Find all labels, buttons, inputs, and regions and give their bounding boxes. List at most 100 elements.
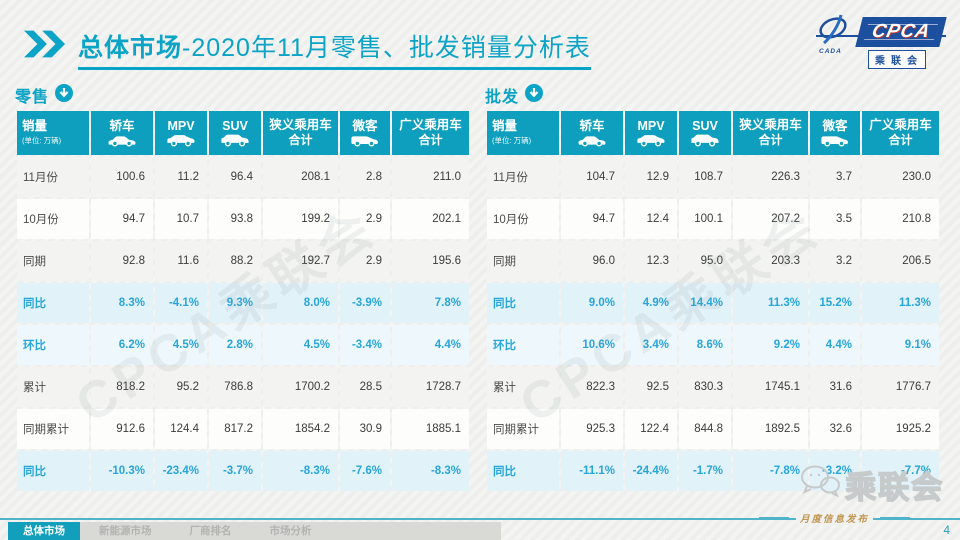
- association-text: 乘联会: [868, 50, 926, 69]
- data-cell: 8.3%: [91, 283, 153, 323]
- table-row: 11月份 100.6 11.2 96.4 208.1 2.8 211.0: [17, 157, 469, 197]
- row-label: 同比: [487, 283, 559, 323]
- data-cell: -8.3%: [263, 451, 338, 491]
- data-cell: 14.4%: [679, 283, 731, 323]
- data-cell: 3.2: [810, 241, 860, 281]
- data-cell: -7.8%: [733, 451, 808, 491]
- table-row: 同期 92.8 11.6 88.2 192.7 2.9 195.6: [17, 241, 469, 281]
- data-cell: 6.2%: [91, 325, 153, 365]
- data-cell: 30.9: [340, 409, 390, 449]
- data-cell: 8.0%: [263, 283, 338, 323]
- data-cell: 1892.5: [733, 409, 808, 449]
- footer-divider: [0, 518, 960, 520]
- data-cell: 9.3%: [209, 283, 261, 323]
- data-cell: 4.9%: [625, 283, 677, 323]
- nav-tab-analysis[interactable]: 市场分析: [269, 525, 312, 537]
- data-cell: 4.5%: [263, 325, 338, 365]
- data-cell: 9.1%: [862, 325, 939, 365]
- suv-icon: [679, 134, 731, 147]
- data-cell: 88.2: [209, 241, 261, 281]
- data-cell: 95.0: [679, 241, 731, 281]
- data-cell: 1700.2: [263, 367, 338, 407]
- table-row: 同比 9.0% 4.9% 14.4% 11.3% 15.2% 11.3%: [487, 283, 939, 323]
- row-label: 同期: [487, 241, 559, 281]
- wholesale-table: 销量 (单位: 万辆) 轿车 MPV SUV 狭义乘用车 合计 微客 广义乘用车 合计 11月份 10…: [485, 109, 941, 493]
- cpca-logo: CADA CPCA 乘联会: [816, 12, 946, 69]
- data-cell: -24.4%: [625, 451, 677, 491]
- table-row: 同期 96.0 12.3 95.0 203.3 3.2 206.5: [487, 241, 939, 281]
- bottom-nav: 总体市场 新能源市场 厂商排名 市场分析: [8, 522, 501, 540]
- data-cell: 3.4%: [625, 325, 677, 365]
- data-cell: 1925.2: [862, 409, 939, 449]
- data-cell: 10.7: [155, 199, 207, 239]
- data-cell: 104.7: [561, 157, 623, 197]
- down-arrow-icon: [525, 83, 544, 107]
- data-cell: -7.7%: [862, 451, 939, 491]
- row-label: 同比: [17, 451, 89, 491]
- table-row: 同期累计 912.6 124.4 817.2 1854.2 30.9 1885.1: [17, 409, 469, 449]
- nav-tab-nev[interactable]: 新能源市场: [99, 525, 152, 537]
- data-cell: 2.8: [340, 157, 390, 197]
- data-cell: 96.0: [561, 241, 623, 281]
- van-icon: [810, 134, 860, 147]
- data-cell: 844.8: [679, 409, 731, 449]
- nav-tab-ranking[interactable]: 厂商排名: [189, 525, 232, 537]
- data-cell: 822.3: [561, 367, 623, 407]
- logo-swoosh-label: CADA: [819, 48, 842, 55]
- header-row: 销量 (单位: 万辆) 轿车 MPV SUV 狭义乘用车 合计 微客 广义乘用车 合计: [17, 111, 469, 155]
- page-number: 4: [943, 523, 950, 537]
- table-row: 10月份 94.7 10.7 93.8 199.2 2.9 202.1: [17, 199, 469, 239]
- slide-title-row: 总体市场-2020年11月零售、批发销量分析表: [24, 28, 591, 70]
- data-cell: 11.6: [155, 241, 207, 281]
- data-cell: -8.3%: [392, 451, 469, 491]
- dash-right: [880, 517, 910, 519]
- table-row: 同期累计 925.3 122.4 844.8 1892.5 32.6 1925.2: [487, 409, 939, 449]
- data-cell: 32.6: [810, 409, 860, 449]
- release-label-row: 月度信息发布: [758, 511, 910, 525]
- column-header-narrow: 狭义乘用车 合计: [263, 111, 338, 155]
- row-label: 10月份: [17, 199, 89, 239]
- data-cell: 31.6: [810, 367, 860, 407]
- row-label: 11月份: [487, 157, 559, 197]
- data-cell: 9.2%: [733, 325, 808, 365]
- column-header-mpv: MPV: [155, 111, 207, 155]
- data-cell: -1.7%: [679, 451, 731, 491]
- table-row: 同比 8.3% -4.1% 9.3% 8.0% -3.9% 7.8%: [17, 283, 469, 323]
- mpv-icon: [155, 134, 207, 147]
- row-label: 同期累计: [487, 409, 559, 449]
- row-label: 同期: [17, 241, 89, 281]
- table-row: 10月份 94.7 12.4 100.1 207.2 3.5 210.8: [487, 199, 939, 239]
- chevrons-icon: [24, 30, 66, 63]
- data-cell: 195.6: [392, 241, 469, 281]
- cpca-text: CPCA: [869, 21, 933, 42]
- row-label: 累计: [17, 367, 89, 407]
- column-header-broad: 广义乘用车 合计: [862, 111, 939, 155]
- data-cell: 10.6%: [561, 325, 623, 365]
- data-cell: 92.8: [91, 241, 153, 281]
- column-header-sedan: 轿车: [91, 111, 153, 155]
- nav-tab-overall[interactable]: 总体市场: [8, 522, 80, 540]
- data-cell: 12.9: [625, 157, 677, 197]
- data-cell: 203.3: [733, 241, 808, 281]
- data-cell: 786.8: [209, 367, 261, 407]
- data-cell: 4.4%: [810, 325, 860, 365]
- column-header-sales: 销量 (单位: 万辆): [17, 111, 89, 155]
- sedan-icon: [91, 134, 153, 147]
- table-row: 环比 10.6% 3.4% 8.6% 9.2% 4.4% 9.1%: [487, 325, 939, 365]
- data-cell: 95.2: [155, 367, 207, 407]
- page-title-bold: 总体市场: [78, 34, 183, 62]
- data-cell: 208.1: [263, 157, 338, 197]
- data-cell: 211.0: [392, 157, 469, 197]
- data-cell: 28.5: [340, 367, 390, 407]
- row-label: 同比: [17, 283, 89, 323]
- column-header-sales: 销量 (单位: 万辆): [487, 111, 559, 155]
- data-cell: 1776.7: [862, 367, 939, 407]
- data-cell: 2.9: [340, 199, 390, 239]
- data-cell: 15.2%: [810, 283, 860, 323]
- data-cell: 11.2: [155, 157, 207, 197]
- wholesale-panel: 批发 销量 (单位: 万辆) 轿车 MPV SUV 狭义乘用车 合计 微客 广义乘用车 合计 11月…: [485, 83, 941, 493]
- release-label: 月度信息发布: [795, 511, 873, 525]
- table-row: 同比 -11.1% -24.4% -1.7% -7.8% -3.2% -7.7%: [487, 451, 939, 491]
- data-cell: 925.3: [561, 409, 623, 449]
